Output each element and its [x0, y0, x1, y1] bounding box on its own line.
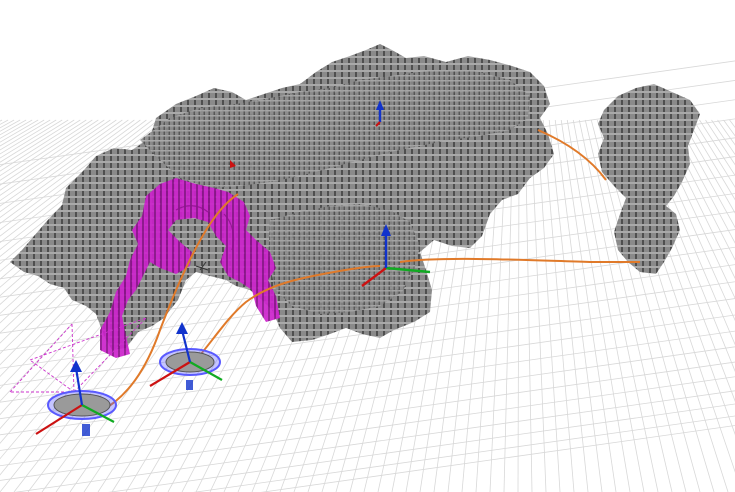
planned-path-right: [399, 257, 640, 263]
voxel-cluster-main: [10, 44, 554, 350]
trajectories: [99, 129, 640, 413]
goal-marker: [195, 160, 236, 271]
pose-axes-top[interactable]: [375, 100, 384, 127]
planned-path-center: [185, 265, 381, 371]
pose-axes-center[interactable]: [361, 224, 431, 287]
robot-marker-center-left[interactable]: [149, 322, 223, 390]
frontier-voxels: [100, 178, 280, 358]
robot-marker-near-left[interactable]: [35, 360, 117, 436]
sensor-fov-lines: [9, 317, 147, 393]
planned-path-left: [99, 193, 239, 413]
voxel-cluster-right: [598, 84, 700, 274]
